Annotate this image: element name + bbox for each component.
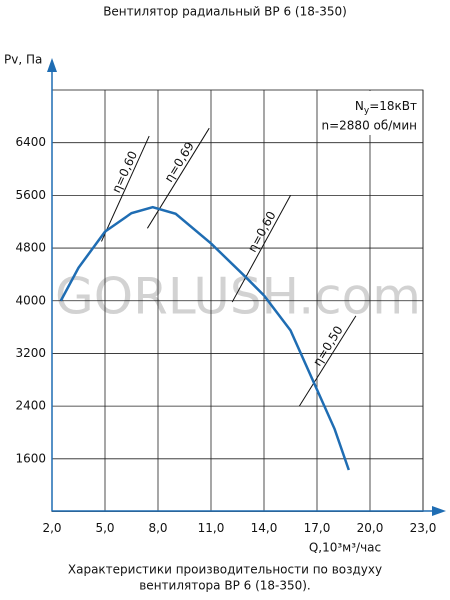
x-tick-label: 2,0 (42, 521, 61, 535)
x-tick-label: 20,0 (357, 521, 384, 535)
caption: вентилятора ВР 6 (18-350). (139, 579, 311, 593)
y-tick-label: 1600 (15, 451, 46, 465)
y-axis-arrow (47, 58, 57, 72)
y-tick-label: 3200 (15, 346, 46, 360)
performance-curve (59, 205, 350, 471)
efficiency-line (298, 315, 357, 407)
efficiency-label: η=0,50 (310, 323, 345, 368)
x-axis-arrow (432, 506, 446, 516)
info-box (340, 91, 422, 135)
efficiency-line (101, 135, 150, 242)
x-tick-label: 17,0 (304, 521, 331, 535)
efficiency-line (231, 195, 291, 303)
x-tick-label: 14,0 (251, 521, 278, 535)
power-value: =18кВт (369, 99, 417, 113)
y-axis-label: Pv, Па (4, 53, 42, 67)
x-tick-label: 23,0 (410, 521, 437, 535)
caption: Характеристики производительности по воз… (68, 563, 382, 577)
x-axis-label: Q,10³м³/час (309, 541, 381, 555)
y-tick-label: 2400 (15, 399, 46, 413)
x-tick-label: 11,0 (198, 521, 225, 535)
watermark: GORLUSH.com (55, 268, 421, 326)
x-tick-label: 8,0 (148, 521, 167, 535)
x-tick-label: 5,0 (95, 521, 114, 535)
speed-info: n=2880 об/мин (322, 119, 418, 133)
y-tick-label: 4800 (15, 241, 46, 255)
y-tick-label: 4000 (15, 293, 46, 307)
efficiency-line (146, 127, 210, 229)
efficiency-label: η=0,69 (162, 139, 197, 184)
power-symbol: N (355, 99, 364, 113)
y-tick-label: 6400 (15, 135, 46, 149)
efficiency-label: η=0,60 (109, 149, 140, 195)
y-tick-label: 5600 (15, 188, 46, 202)
chart-title: Вентилятор радиальный ВР 6 (18-350) (103, 5, 347, 19)
power-subscript: у (364, 106, 370, 116)
power-info: Nу=18кВт (355, 99, 417, 116)
